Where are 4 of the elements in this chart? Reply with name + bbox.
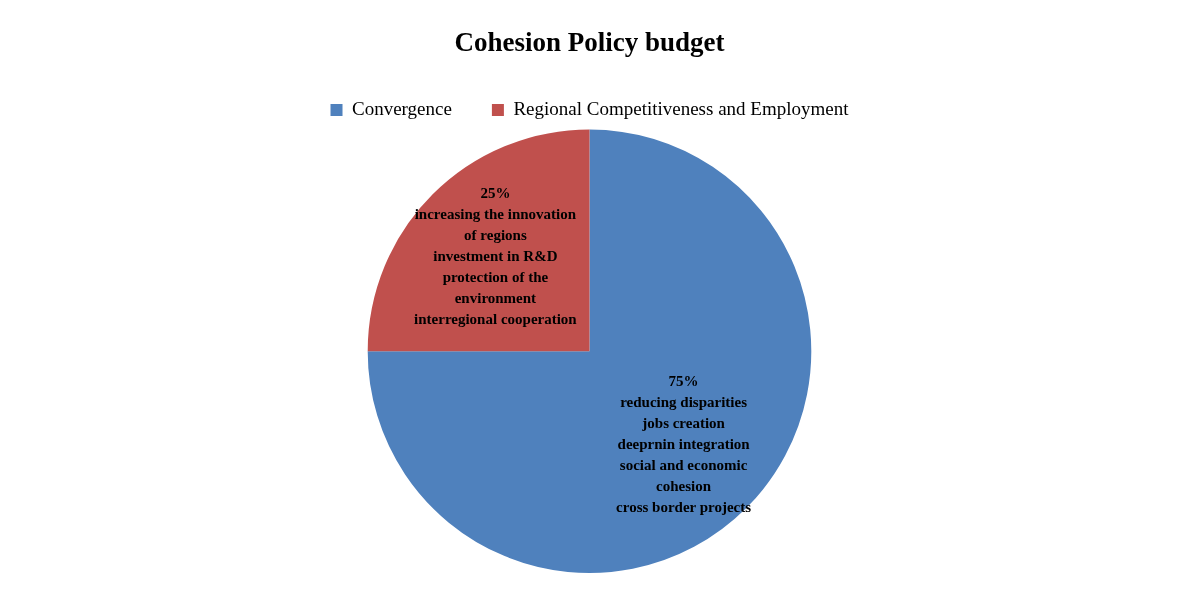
legend-label: Convergence (352, 97, 452, 119)
chart-title: Cohesion Policy budget (454, 27, 725, 58)
data-label: 25% increasing the innovation of regions investment in R&D protection of the environment interregional cooperation (414, 184, 578, 327)
legend-label: Regional Competitiveness and Employment (513, 97, 850, 119)
